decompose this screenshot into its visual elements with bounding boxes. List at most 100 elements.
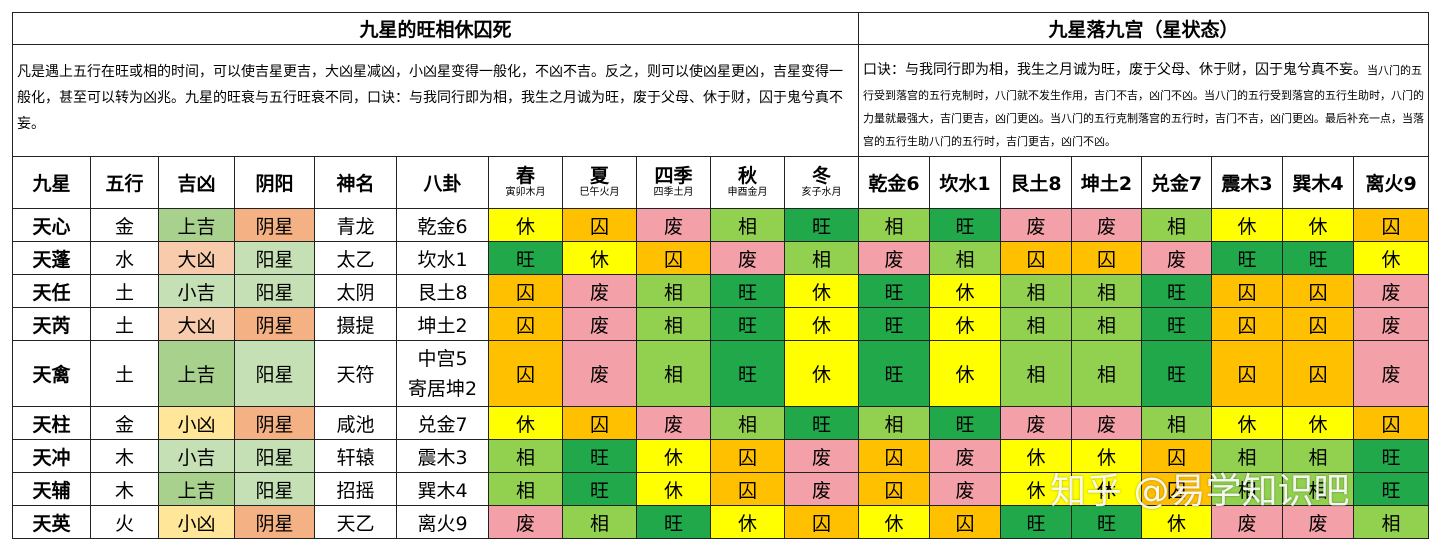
header-star: 九星 bbox=[12, 156, 91, 209]
bagua-cell: 离火9 bbox=[396, 505, 489, 539]
season-state-cell: 废 bbox=[562, 307, 637, 341]
right-title: 九星落九宫（星状态） bbox=[858, 12, 1430, 45]
palace-state-cell: 相 bbox=[1000, 340, 1073, 407]
star-name: 天心 bbox=[12, 208, 91, 242]
palace-state-cell: 相 bbox=[1211, 439, 1284, 473]
season-state-cell: 囚 bbox=[710, 472, 785, 506]
palace-state-cell: 相 bbox=[1141, 208, 1213, 242]
bagua-line-1: 中宫5 bbox=[417, 347, 468, 370]
palace-state-cell: 废 bbox=[1000, 406, 1073, 440]
shen-cell: 天符 bbox=[314, 340, 397, 407]
season-state-cell: 相 bbox=[636, 307, 711, 341]
season-months: 四季土月 bbox=[653, 187, 694, 198]
table-row: 天任土小吉 阳星 太阴 艮土8 囚废相旺休旺休相相旺囚囚废 bbox=[12, 274, 1430, 308]
season-state-cell: 旺 bbox=[710, 340, 785, 407]
shen-cell: 太阴 bbox=[314, 274, 397, 308]
palace-state-cell: 废 bbox=[1353, 340, 1430, 407]
header-palace-2: 艮土8 bbox=[1000, 156, 1073, 209]
yinyang-cell: 阳星 bbox=[234, 274, 315, 308]
season-state-cell: 废 bbox=[783, 439, 860, 473]
yinyang-cell: 阴星 bbox=[234, 307, 315, 341]
yinyang-cell: 阴星 bbox=[234, 406, 315, 440]
palace-state-cell: 废 bbox=[1211, 505, 1284, 539]
palace-state-cell: 囚 bbox=[1000, 241, 1073, 275]
palace-state-cell: 相 bbox=[1071, 340, 1143, 407]
header-season-4: 冬亥子水月 bbox=[783, 156, 860, 209]
yinyang-cell: 阳星 bbox=[234, 472, 315, 506]
season-state-cell: 囚 bbox=[488, 340, 563, 407]
yinyang-cell: 阳星 bbox=[234, 241, 315, 275]
header-season-3: 秋申酉金月 bbox=[710, 156, 785, 209]
palace-state-cell: 囚 bbox=[1141, 472, 1213, 506]
season-state-cell: 废 bbox=[562, 340, 637, 407]
table-row: 天禽土上吉 阳星 天符 中宫5 寄居坤2 囚废相旺休旺休相相旺囚囚废 bbox=[12, 340, 1430, 407]
season-state-cell: 囚 bbox=[562, 208, 637, 242]
palace-state-cell: 旺 bbox=[1141, 307, 1213, 341]
right-description-main: 口诀：与我同行即为相，我生之月诚为旺，废于父母、休于财，囚于鬼兮真不妄。 bbox=[863, 62, 1368, 78]
shen-cell: 青龙 bbox=[314, 208, 397, 242]
season-state-cell: 旺 bbox=[636, 505, 711, 539]
shen-cell: 咸池 bbox=[314, 406, 397, 440]
header-palace-1: 坎水1 bbox=[929, 156, 1002, 209]
season-state-cell: 相 bbox=[636, 274, 711, 308]
season-months: 巳午火月 bbox=[579, 187, 620, 198]
season-state-cell: 休 bbox=[636, 439, 711, 473]
jixiong-cell: 小吉 bbox=[158, 439, 235, 473]
season-state-cell: 囚 bbox=[710, 439, 785, 473]
palace-state-cell: 旺 bbox=[858, 274, 931, 308]
season-state-cell: 旺 bbox=[783, 208, 860, 242]
bagua-cell: 坎水1 bbox=[396, 241, 489, 275]
palace-state-cell: 废 bbox=[1071, 208, 1143, 242]
header-palace-6: 巽木4 bbox=[1282, 156, 1355, 209]
palace-state-cell: 相 bbox=[1282, 439, 1355, 473]
palace-state-cell: 休 bbox=[1000, 439, 1073, 473]
palace-state-cell: 相 bbox=[858, 208, 931, 242]
bagua-cell: 中宫5 寄居坤2 bbox=[396, 340, 489, 407]
jixiong-cell: 上吉 bbox=[158, 340, 235, 407]
palace-state-cell: 废 bbox=[1282, 505, 1355, 539]
palace-state-cell: 旺 bbox=[858, 340, 931, 407]
palace-state-cell: 旺 bbox=[1071, 505, 1143, 539]
bagua-cell: 巽木4 bbox=[396, 472, 489, 506]
bagua-line-2: 寄居坤2 bbox=[407, 377, 478, 400]
palace-state-cell: 休 bbox=[929, 340, 1002, 407]
palace-state-cell: 囚 bbox=[1282, 340, 1355, 407]
header-bagua: 八卦 bbox=[396, 156, 489, 209]
season-state-cell: 废 bbox=[636, 208, 711, 242]
palace-state-cell: 旺 bbox=[929, 406, 1002, 440]
season-state-cell: 休 bbox=[710, 505, 785, 539]
season-state-cell: 相 bbox=[710, 406, 785, 440]
wuxing-cell: 金 bbox=[90, 208, 159, 242]
wuxing-cell: 火 bbox=[90, 505, 159, 539]
star-name: 天任 bbox=[12, 274, 91, 308]
table-row: 天冲木小吉 阳星 轩辕 震木3 相旺休囚废囚废休休囚相相旺 bbox=[12, 439, 1430, 473]
header-shen: 神名 bbox=[314, 156, 397, 209]
season-state-cell: 相 bbox=[488, 472, 563, 506]
header-palace-4: 兑金7 bbox=[1141, 156, 1213, 209]
season-months: 寅卯木月 bbox=[505, 187, 546, 198]
jixiong-cell: 大凶 bbox=[158, 241, 235, 275]
season-state-cell: 囚 bbox=[636, 241, 711, 275]
star-name: 天芮 bbox=[12, 307, 91, 341]
jixiong-cell: 上吉 bbox=[158, 472, 235, 506]
bagua-cell: 艮土8 bbox=[396, 274, 489, 308]
season-state-cell: 休 bbox=[783, 307, 860, 341]
season-name: 四季 bbox=[654, 165, 693, 187]
wuxing-cell: 土 bbox=[90, 274, 159, 308]
palace-state-cell: 休 bbox=[858, 505, 931, 539]
header-palace-3: 坤土2 bbox=[1071, 156, 1143, 209]
palace-state-cell: 囚 bbox=[1353, 406, 1430, 440]
season-state-cell: 旺 bbox=[710, 274, 785, 308]
palace-state-cell: 相 bbox=[1141, 406, 1213, 440]
palace-state-cell: 休 bbox=[1071, 439, 1143, 473]
palace-state-cell: 废 bbox=[1141, 241, 1213, 275]
palace-state-cell: 相 bbox=[1000, 274, 1073, 308]
palace-state-cell: 休 bbox=[1071, 472, 1143, 506]
season-state-cell: 休 bbox=[783, 274, 860, 308]
season-state-cell: 相 bbox=[783, 241, 860, 275]
season-state-cell: 废 bbox=[636, 406, 711, 440]
season-name: 春 bbox=[515, 165, 535, 187]
palace-state-cell: 休 bbox=[1000, 472, 1073, 506]
palace-state-cell: 相 bbox=[1211, 472, 1284, 506]
season-state-cell: 休 bbox=[488, 208, 563, 242]
